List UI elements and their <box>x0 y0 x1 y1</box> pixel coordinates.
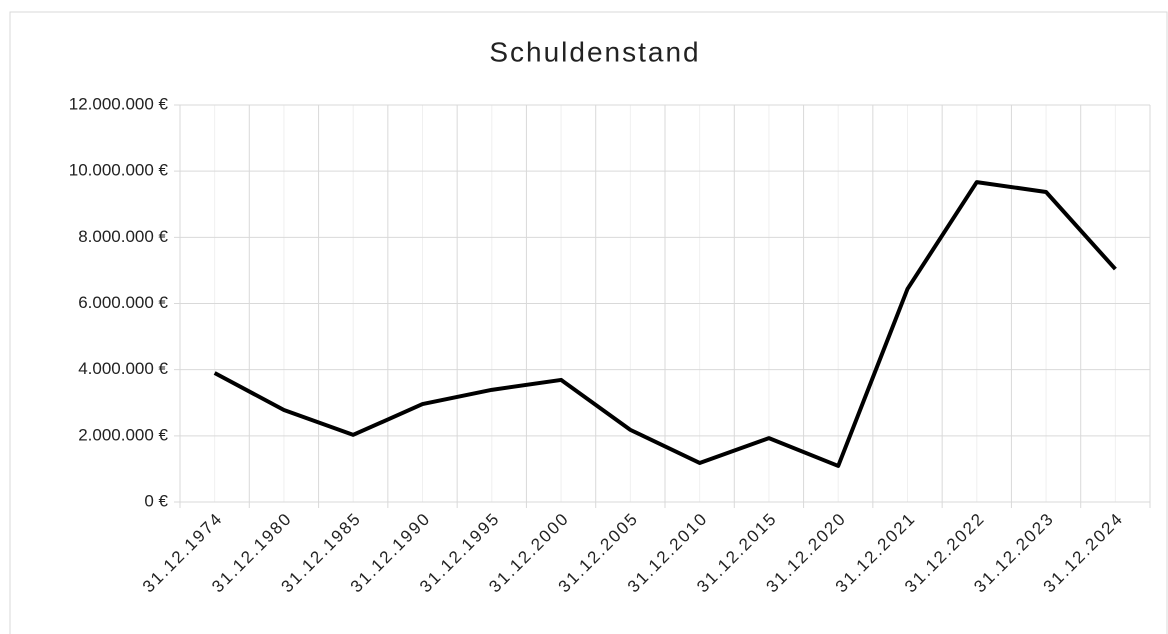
y-tick-label: 12.000.000 € <box>69 94 169 113</box>
y-tick-label: 2.000.000 € <box>78 425 168 444</box>
line-series <box>213 180 1117 468</box>
y-tick-label: 8.000.000 € <box>78 227 168 246</box>
chart-title: Schuldenstand <box>489 36 700 67</box>
y-tick-label: 10.000.000 € <box>69 161 169 180</box>
y-tick-label: 4.000.000 € <box>78 359 168 378</box>
y-tick-label: 6.000.000 € <box>78 293 168 312</box>
y-tick-label: 0 € <box>144 491 168 510</box>
chart-border <box>9 11 1168 634</box>
